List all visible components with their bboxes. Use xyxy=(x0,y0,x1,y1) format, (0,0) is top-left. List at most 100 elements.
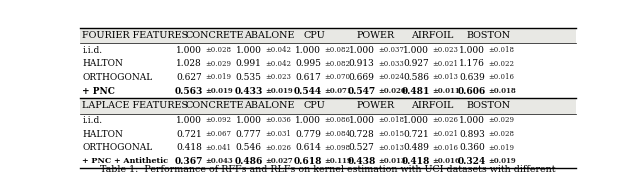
Text: ±0.018: ±0.018 xyxy=(488,87,516,95)
Text: ±0.022: ±0.022 xyxy=(488,60,514,68)
Text: 0.617: 0.617 xyxy=(295,73,321,82)
Text: 1.000: 1.000 xyxy=(459,46,484,55)
Text: 1.000: 1.000 xyxy=(349,46,374,55)
Text: ±0.043: ±0.043 xyxy=(205,157,233,165)
Text: 0.995: 0.995 xyxy=(295,59,321,68)
Text: ±0.086: ±0.086 xyxy=(324,116,351,124)
Text: 0.777: 0.777 xyxy=(236,130,262,139)
Text: ±0.028: ±0.028 xyxy=(205,46,232,54)
Text: ±0.026: ±0.026 xyxy=(265,144,291,152)
Text: ±0.015: ±0.015 xyxy=(378,130,404,138)
Text: ±0.071: ±0.071 xyxy=(324,87,352,95)
Bar xyxy=(80,98,576,113)
Text: 1.000: 1.000 xyxy=(295,116,321,125)
Text: CONCRETE: CONCRETE xyxy=(186,101,244,110)
Text: 1.176: 1.176 xyxy=(459,59,484,68)
Text: ORTHOGONAL: ORTHOGONAL xyxy=(83,143,153,152)
Text: 0.586: 0.586 xyxy=(403,73,429,82)
Text: ±0.026: ±0.026 xyxy=(433,116,459,124)
Text: 0.418: 0.418 xyxy=(402,157,431,166)
Text: 1.028: 1.028 xyxy=(176,59,202,68)
Text: ±0.092: ±0.092 xyxy=(205,116,232,124)
Text: 0.913: 0.913 xyxy=(349,59,374,68)
Text: ±0.041: ±0.041 xyxy=(205,144,232,152)
Text: ±0.023: ±0.023 xyxy=(433,46,458,54)
Text: 1.000: 1.000 xyxy=(236,46,262,55)
Text: ORTHOGONAL: ORTHOGONAL xyxy=(83,73,153,82)
Text: 0.418: 0.418 xyxy=(176,143,202,152)
Text: 0.535: 0.535 xyxy=(236,73,262,82)
Text: 0.669: 0.669 xyxy=(349,73,374,82)
Text: 0.489: 0.489 xyxy=(403,143,429,152)
Text: 0.721: 0.721 xyxy=(403,130,429,139)
Text: 0.927: 0.927 xyxy=(403,59,429,68)
Text: 0.546: 0.546 xyxy=(236,143,262,152)
Bar xyxy=(80,28,576,43)
Text: CPU: CPU xyxy=(303,31,325,40)
Text: ±0.023: ±0.023 xyxy=(265,73,291,81)
Text: 0.893: 0.893 xyxy=(459,130,484,139)
Text: 1.000: 1.000 xyxy=(236,116,262,125)
Text: HALTON: HALTON xyxy=(83,59,124,68)
Text: 0.618: 0.618 xyxy=(294,157,323,166)
Text: Table 1:  Performance of RFFs and RLFs on kernel estimation with UCI datasets wi: Table 1: Performance of RFFs and RLFs on… xyxy=(100,165,556,174)
Text: BOSTON: BOSTON xyxy=(467,31,511,40)
Text: ±0.021: ±0.021 xyxy=(433,130,459,138)
Text: ±0.067: ±0.067 xyxy=(205,130,232,138)
Text: 0.544: 0.544 xyxy=(294,87,322,96)
Text: ±0.016: ±0.016 xyxy=(488,73,514,81)
Text: ±0.037: ±0.037 xyxy=(378,46,404,54)
Text: 0.438: 0.438 xyxy=(348,157,376,166)
Text: + PNC: + PNC xyxy=(83,87,115,96)
Text: ±0.042: ±0.042 xyxy=(265,60,291,68)
Text: 0.527: 0.527 xyxy=(349,143,374,152)
Text: BOSTON: BOSTON xyxy=(467,101,511,110)
Text: ±0.031: ±0.031 xyxy=(265,130,291,138)
Text: HALTON: HALTON xyxy=(83,130,124,139)
Text: ±0.016: ±0.016 xyxy=(433,144,459,152)
Text: ±0.033: ±0.033 xyxy=(378,60,404,68)
Text: ±0.019: ±0.019 xyxy=(205,87,233,95)
Text: + PNC + Antithetic: + PNC + Antithetic xyxy=(83,157,168,165)
Text: ±0.082: ±0.082 xyxy=(324,60,351,68)
Text: 0.360: 0.360 xyxy=(459,143,484,152)
Text: ±0.016: ±0.016 xyxy=(433,157,461,165)
Text: AIRFOIL: AIRFOIL xyxy=(412,101,454,110)
Text: 0.563: 0.563 xyxy=(175,87,204,96)
Text: ±0.020: ±0.020 xyxy=(378,87,406,95)
Text: 0.367: 0.367 xyxy=(175,157,204,166)
Text: POWER: POWER xyxy=(356,101,395,110)
Text: 0.433: 0.433 xyxy=(234,87,263,96)
Text: 1.000: 1.000 xyxy=(176,46,202,55)
Text: AIRFOIL: AIRFOIL xyxy=(412,31,454,40)
Text: 1.000: 1.000 xyxy=(295,46,321,55)
Text: ±0.013: ±0.013 xyxy=(433,73,458,81)
Text: ±0.013: ±0.013 xyxy=(378,144,404,152)
Text: ±0.018: ±0.018 xyxy=(488,46,514,54)
Text: ±0.019: ±0.019 xyxy=(488,157,516,165)
Text: ±0.042: ±0.042 xyxy=(265,46,291,54)
Text: i.i.d.: i.i.d. xyxy=(83,116,102,125)
Text: CPU: CPU xyxy=(303,101,325,110)
Text: 0.721: 0.721 xyxy=(176,130,202,139)
Text: POWER: POWER xyxy=(356,31,395,40)
Text: 0.627: 0.627 xyxy=(176,73,202,82)
Text: FOURIER FEATURES: FOURIER FEATURES xyxy=(83,31,189,40)
Text: 0.779: 0.779 xyxy=(295,130,321,139)
Text: 0.481: 0.481 xyxy=(402,87,431,96)
Text: ±0.019: ±0.019 xyxy=(205,73,232,81)
Text: 0.606: 0.606 xyxy=(458,87,486,96)
Text: 0.324: 0.324 xyxy=(458,157,486,166)
Text: 0.639: 0.639 xyxy=(459,73,484,82)
Text: ABALONE: ABALONE xyxy=(244,31,294,40)
Text: ±0.011: ±0.011 xyxy=(433,87,460,95)
Text: 0.547: 0.547 xyxy=(348,87,376,96)
Text: 0.486: 0.486 xyxy=(234,157,263,166)
Text: LAPLACE FEATURES: LAPLACE FEATURES xyxy=(83,101,189,110)
Text: ±0.018: ±0.018 xyxy=(378,116,404,124)
Text: 0.991: 0.991 xyxy=(236,59,262,68)
Text: CONCRETE: CONCRETE xyxy=(186,31,244,40)
Text: ±0.084: ±0.084 xyxy=(324,130,351,138)
Text: ±0.019: ±0.019 xyxy=(488,144,514,152)
Text: ±0.027: ±0.027 xyxy=(265,157,292,165)
